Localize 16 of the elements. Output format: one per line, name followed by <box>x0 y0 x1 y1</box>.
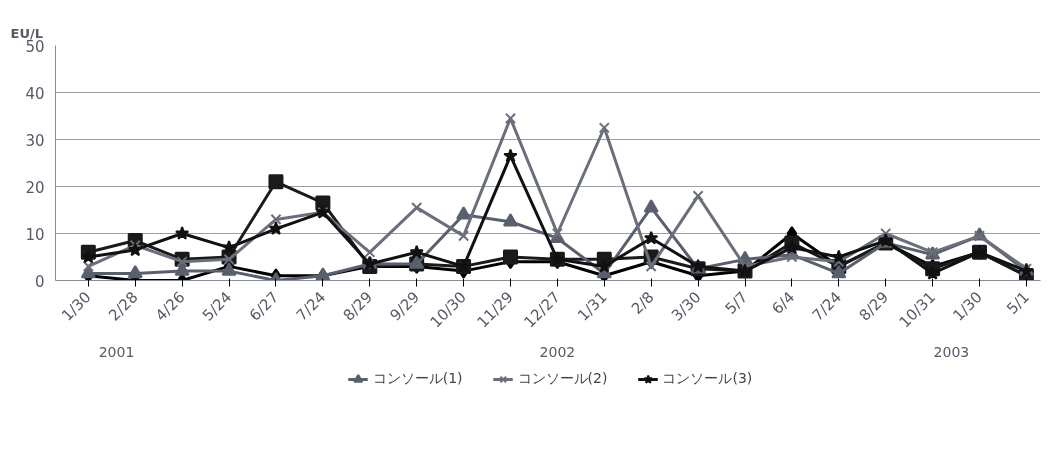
text: 2003 <box>933 343 970 360</box>
y-tick-label: 10 <box>25 225 45 244</box>
y-tick-label: 0 <box>34 272 45 291</box>
text: 2001 <box>98 343 135 360</box>
text: 2002 <box>539 343 576 360</box>
legend-label: コンソール(1) <box>372 370 463 388</box>
y-tick-label: 30 <box>25 131 45 150</box>
legend-label: コンソール(3) <box>662 370 753 388</box>
x-tick-label: 5/1 <box>1002 288 1033 318</box>
y-tick-label: 20 <box>25 178 45 197</box>
x-tick-label: 5/7 <box>721 288 752 318</box>
y-axis-title: EU/L <box>10 25 43 41</box>
legend-label: コンソール(2) <box>517 370 608 388</box>
x-tick-label: 2/8 <box>627 288 658 318</box>
y-tick-label: 40 <box>25 84 45 103</box>
x-tick-label: 6/4 <box>768 288 799 318</box>
